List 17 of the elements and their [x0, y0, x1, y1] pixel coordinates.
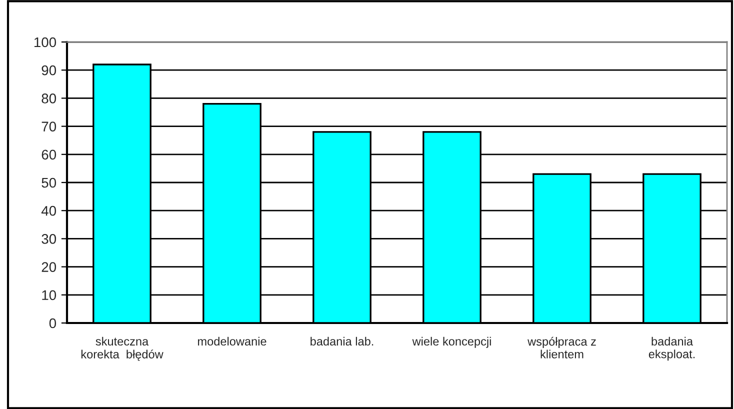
- y-tick-label: 90: [42, 65, 56, 76]
- y-tick-label: 0: [49, 318, 56, 328]
- x-tick-label: modelowanie: [198, 336, 266, 346]
- x-tick-label: wiele koncepcji: [412, 336, 491, 348]
- y-tick-label: 70: [42, 122, 56, 132]
- x-tick-label: badania eksploat.: [648, 336, 695, 361]
- y-tick-label: 20: [42, 262, 56, 272]
- y-tick-label: 100: [34, 37, 56, 48]
- x-tick-label: skuteczna korekta błędów: [81, 336, 164, 361]
- y-tick-label: 10: [42, 290, 56, 300]
- y-tick-label: 80: [42, 94, 56, 104]
- x-tick-label: współpraca z klientem: [528, 336, 596, 358]
- x-tick-label: badania lab.: [310, 336, 374, 346]
- y-tick-label: 60: [42, 150, 56, 160]
- y-tick-label: 40: [41, 206, 56, 216]
- y-tick-label: 50: [42, 178, 56, 188]
- y-tick-label: 30: [42, 234, 56, 244]
